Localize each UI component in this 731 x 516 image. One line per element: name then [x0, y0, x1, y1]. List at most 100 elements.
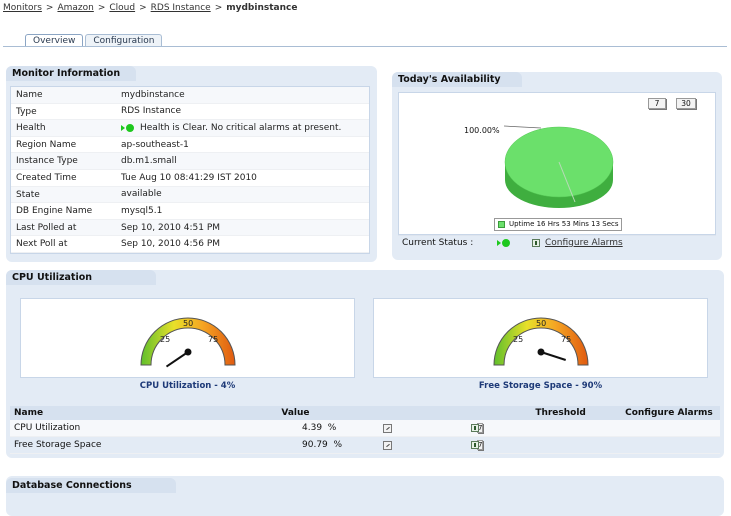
breadcrumb-amazon[interactable]: Amazon [57, 3, 94, 13]
info-row-engine: DB Engine Name mysql5.1 [11, 203, 369, 220]
configure-alarm-cell [422, 437, 532, 453]
pie-edge-line [558, 161, 576, 203]
table-row: Free Storage Space 90.79 % 7 [10, 437, 720, 454]
breadcrumb-current: mydbinstance [226, 3, 298, 13]
info-row-name: Name mydbinstance [11, 87, 369, 104]
breadcrumb-cloud[interactable]: Cloud [109, 3, 136, 13]
threshold-cell [352, 437, 422, 453]
uptime-legend-text: Uptime 16 Hrs 53 Mins 13 Secs [509, 220, 619, 228]
status-arrow-icon [497, 239, 501, 246]
info-key: Instance Type [16, 156, 78, 167]
header-name: Name [14, 408, 44, 418]
configure-alarms-icon[interactable] [532, 238, 540, 247]
edit-threshold-icon[interactable] [382, 440, 392, 450]
current-status-row: Current Status : Configure Alarms [398, 235, 716, 249]
metric-name: Free Storage Space [14, 440, 102, 450]
gauge-tick-50: 50 [536, 319, 546, 328]
tab-divider [3, 46, 727, 47]
metric-name: CPU Utilization [14, 423, 81, 433]
cpu-gauge-box: 25 50 75 [20, 298, 355, 378]
pie-label-leader [503, 125, 542, 129]
breadcrumb-separator: > [97, 3, 106, 13]
cpu-utilization-gauge: 25 50 75 [140, 317, 236, 368]
info-value: mydbinstance [121, 89, 185, 100]
gauge-hub [184, 348, 192, 356]
edit-threshold-icon[interactable] [382, 423, 392, 433]
tab-overview[interactable]: Overview [25, 34, 84, 47]
info-key: DB Engine Name [16, 206, 93, 217]
gauge-arc [140, 317, 236, 366]
info-key: Name [16, 90, 43, 100]
health-text: Health is Clear. No critical alarms at p… [140, 122, 342, 133]
database-connections-title: Database Connections [6, 478, 176, 493]
info-key: Created Time [16, 172, 77, 183]
configure-alarms-icon[interactable] [470, 441, 479, 449]
metric-unit: % [333, 440, 343, 450]
monitor-information-table: Name mydbinstance Type RDS Instance Health… [10, 86, 370, 254]
availability-title: Today's Availability [392, 72, 522, 87]
monitor-information-title: Monitor Information [6, 66, 136, 81]
uptime-legend-swatch [498, 221, 505, 228]
gauge-tick-50: 50 [183, 319, 193, 328]
gauge-hub [537, 348, 545, 356]
availability-pie-chart [503, 125, 614, 208]
storage-gauge-caption: Free Storage Space - 90% [478, 381, 603, 391]
breadcrumb-separator: > [214, 3, 223, 13]
metric-unit: % [327, 423, 337, 433]
30-day-report-button[interactable]: 30 [676, 98, 696, 109]
info-value: RDS Instance [121, 106, 182, 117]
status-up-icon [502, 238, 510, 247]
info-key: Region Name [16, 139, 77, 150]
gauge-tick-25: 25 [513, 335, 523, 344]
tab-bar: Overview Configuration [25, 34, 164, 47]
configure-alarms-link[interactable]: Configure Alarms [545, 237, 623, 248]
info-value: available [121, 189, 162, 200]
threshold-cell [352, 420, 422, 436]
metric-value: 4.39 [302, 423, 323, 433]
gauge-tick-25: 25 [160, 335, 170, 344]
metrics-table: Name Value Threshold Configure Alarms CP… [10, 406, 720, 454]
header-configure-alarms: Configure Alarms [625, 408, 713, 418]
health-arrow-icon [121, 124, 125, 131]
free-storage-gauge: 25 50 75 [493, 317, 589, 366]
info-row-state: State available [11, 186, 369, 204]
info-row-type: Type RDS Instance [11, 104, 369, 121]
availability-legend: Uptime 16 Hrs 53 Mins 13 Secs [494, 218, 622, 231]
info-row-created: Created Time Tue Aug 10 08:41:29 IST 2010 [11, 170, 369, 187]
header-value: Value [281, 408, 310, 418]
table-row: CPU Utilization 4.39 % 7 [10, 420, 720, 437]
7-day-report-button[interactable]: 7 [648, 98, 666, 109]
metric-value: 90.79 [302, 440, 328, 450]
health-status-icon [126, 123, 134, 132]
info-row-instance-type: Instance Type db.m1.small [11, 153, 369, 170]
breadcrumb-monitors[interactable]: Monitors [3, 3, 42, 13]
info-value-health: Health is Clear. No critical alarms at p… [121, 120, 369, 136]
info-value: Sep 10, 2010 4:51 PM [121, 222, 221, 233]
gauge-needle [540, 351, 567, 361]
gauge-tick-75: 75 [561, 335, 571, 344]
info-value: ap-southeast-1 [121, 139, 189, 150]
info-key: Type [16, 106, 37, 117]
info-value: Sep 10, 2010 4:56 PM [121, 239, 221, 250]
info-row-next-poll: Next Poll at Sep 10, 2010 4:56 PM [11, 236, 369, 253]
gauge-tick-75: 75 [208, 335, 218, 344]
info-row-health: Health Health is Clear. No critical alarm… [11, 120, 369, 137]
info-key: Health [16, 123, 46, 134]
info-key: Last Polled at [16, 222, 77, 233]
info-value: db.m1.small [121, 156, 177, 167]
info-value: mysql5.1 [121, 205, 163, 216]
cpu-utilization-title: CPU Utilization [6, 270, 156, 285]
info-key: Next Poll at [16, 239, 68, 250]
metrics-table-header: Name Value Threshold Configure Alarms [10, 406, 720, 420]
breadcrumb: Monitors > Amazon > Cloud > RDS Instance > mydbi… [3, 3, 297, 13]
current-status-label: Current Status : [402, 237, 474, 248]
header-threshold: Threshold [535, 408, 586, 418]
gauge-needle [165, 351, 189, 368]
breadcrumb-rds-instance[interactable]: RDS Instance [150, 3, 211, 13]
configure-alarms-icon[interactable] [470, 424, 479, 432]
tab-configuration[interactable]: Configuration [85, 34, 163, 47]
gauge-arc [493, 317, 589, 366]
breadcrumb-separator: > [139, 3, 147, 13]
cpu-gauge-caption: CPU Utilization - 4% [139, 381, 236, 391]
info-value: Tue Aug 10 08:41:29 IST 2010 [121, 172, 257, 183]
